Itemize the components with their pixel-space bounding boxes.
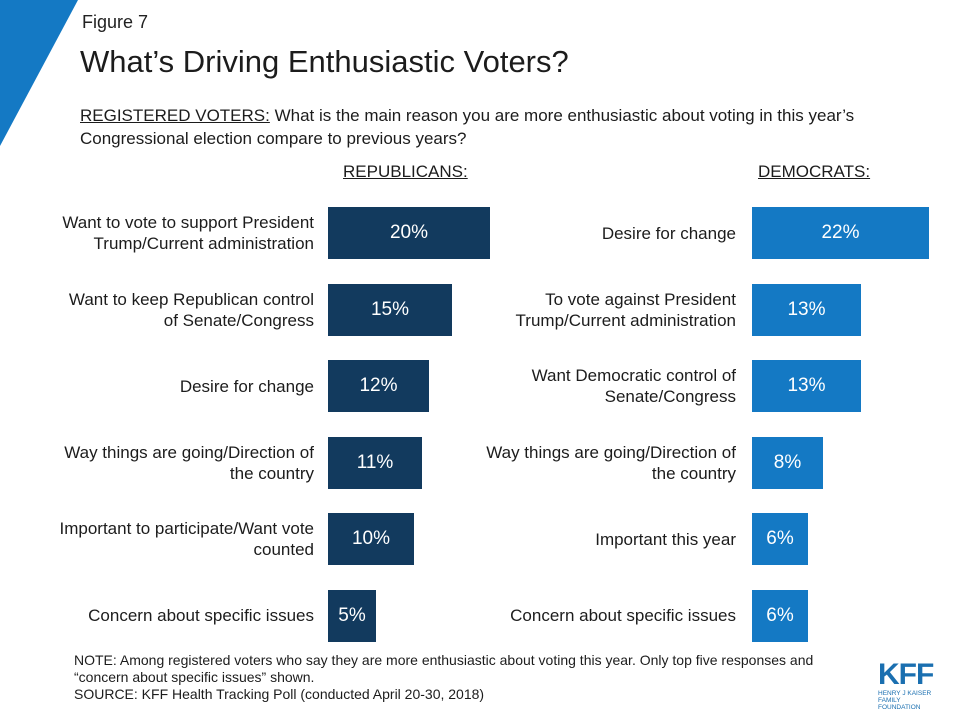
democrat-category-label: Want Democratic control of Senate/Congre… bbox=[531, 366, 736, 406]
democrat-category-label: Concern about specific issues bbox=[510, 606, 736, 625]
footnote: NOTE: Among registered voters who say th… bbox=[74, 652, 864, 703]
republican-bar: 11% bbox=[328, 436, 422, 489]
democrat-category-label: Important this year bbox=[595, 529, 736, 549]
republican-bar-value-label: 20% bbox=[389, 222, 429, 243]
republican-bar: 10% bbox=[328, 513, 414, 565]
republican-bar: 20% bbox=[328, 207, 490, 259]
republicans-header: REPUBLICANS: bbox=[343, 162, 468, 181]
republican-category-label: Concern about specific issues bbox=[88, 606, 314, 625]
republican-bar: 12% bbox=[328, 360, 429, 412]
republican-category-label: Want to keep Republican control of Senat… bbox=[68, 289, 314, 330]
source-text: SOURCE: KFF Health Tracking Poll (conduc… bbox=[74, 686, 485, 702]
republican-category-label: Want to vote to support President Trump/… bbox=[62, 213, 314, 253]
republican-bar-value-label: 5% bbox=[338, 604, 366, 626]
democrat-bar: 22% bbox=[752, 207, 929, 259]
republican-bar-value-label: 10% bbox=[351, 528, 391, 549]
republican-bar-value-label: 15% bbox=[370, 298, 410, 320]
democrat-bar-value-label: 13% bbox=[787, 375, 826, 396]
democrat-category-label: Way things are going/Direction of the co… bbox=[486, 442, 736, 483]
republican-bar-value-label: 11% bbox=[356, 451, 394, 473]
republican-bar: 5% bbox=[328, 589, 376, 642]
republican-category-label: Desire for change bbox=[179, 376, 314, 396]
logo-wordmark: KFF bbox=[878, 658, 934, 691]
democrat-category-label: Desire for change bbox=[601, 223, 736, 243]
democrat-category-label: To vote against President Trump/Current … bbox=[515, 289, 736, 330]
democrat-bar: 6% bbox=[752, 513, 808, 565]
republican-bar-value-label: 12% bbox=[359, 375, 398, 396]
democrat-bar-value-label: 8% bbox=[773, 451, 802, 473]
democrats-header: DEMOCRATS: bbox=[758, 162, 871, 181]
question-lead: REGISTERED VOTERS: bbox=[80, 106, 270, 125]
democrat-bar-value-label: 6% bbox=[766, 604, 794, 626]
republican-category-label: Important to participate/Want vote count… bbox=[59, 519, 315, 559]
democrat-bar-value-label: 13% bbox=[787, 298, 826, 320]
chart-title: What’s Driving Enthusiastic Voters? bbox=[80, 44, 569, 79]
corner-accent-shape bbox=[0, 0, 78, 146]
democrat-bar: 8% bbox=[752, 436, 823, 489]
logo-subtitle-2: FAMILY FOUNDATION bbox=[878, 697, 921, 711]
note-text: NOTE: Among registered voters who say th… bbox=[74, 652, 814, 685]
figure-label: Figure 7 bbox=[82, 12, 149, 32]
democrat-bar: 13% bbox=[752, 360, 861, 412]
republican-bar: 15% bbox=[328, 283, 452, 336]
democrat-bar: 6% bbox=[752, 589, 808, 642]
logo-subtitle-1: HENRY J KAISER bbox=[878, 690, 932, 697]
republican-category-label: Way things are going/Direction of the co… bbox=[64, 442, 314, 483]
question-text: REGISTERED VOTERS: What is the main reas… bbox=[80, 104, 940, 150]
democrat-bar-value-label: 22% bbox=[821, 222, 860, 243]
kff-logo: KFF HENRY J KAISER FAMILY FOUNDATION bbox=[878, 658, 942, 712]
democrat-bar: 13% bbox=[752, 283, 861, 336]
question-body: What is the main reason you are more ent… bbox=[80, 106, 855, 148]
democrat-bar-value-label: 6% bbox=[766, 528, 794, 549]
